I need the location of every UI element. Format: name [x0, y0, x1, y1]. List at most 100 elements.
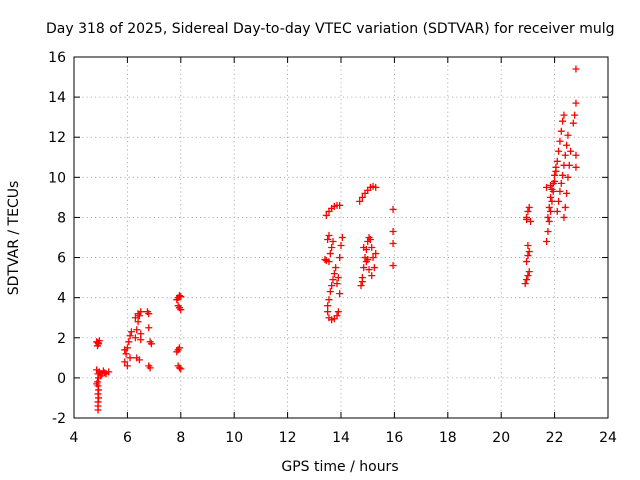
data-point — [547, 181, 555, 189]
x-tick-label: 18 — [439, 430, 457, 446]
data-point — [137, 336, 145, 344]
x-tick-label: 6 — [123, 430, 132, 446]
data-point — [177, 293, 185, 301]
y-tick-label: 6 — [57, 251, 66, 267]
data-point — [134, 310, 142, 318]
data-point — [555, 147, 563, 155]
y-tick-label: 14 — [48, 90, 66, 106]
data-point — [572, 99, 580, 107]
data-point — [328, 244, 336, 252]
data-point — [95, 337, 103, 345]
data-point — [325, 258, 333, 266]
data-point — [177, 306, 185, 314]
data-point — [334, 308, 342, 316]
data-point — [543, 183, 551, 191]
x-tick-label: 4 — [70, 430, 79, 446]
data-point — [564, 131, 572, 139]
data-point — [564, 173, 572, 181]
data-point — [329, 276, 337, 284]
data-point — [559, 171, 567, 179]
data-point — [547, 193, 555, 201]
y-tick-label: 16 — [48, 50, 66, 66]
data-point — [137, 330, 145, 338]
data-point — [572, 163, 580, 171]
data-point — [560, 213, 568, 221]
data-point — [326, 288, 334, 296]
data-point — [358, 278, 366, 286]
x-axis-title: GPS time / hours — [281, 459, 398, 475]
data-point — [333, 312, 341, 320]
data-point — [336, 290, 344, 298]
data-point — [332, 264, 340, 272]
data-point — [548, 197, 556, 205]
data-point — [360, 264, 368, 272]
data-point — [557, 179, 565, 187]
data-point — [93, 380, 101, 388]
data-point — [131, 334, 139, 342]
data-point — [556, 187, 564, 195]
data-point — [366, 236, 374, 244]
data-point — [131, 314, 139, 322]
data-point — [175, 364, 183, 372]
data-point — [146, 364, 154, 372]
x-tick-label: 20 — [492, 430, 510, 446]
data-point — [525, 203, 533, 211]
y-tick-label: 0 — [57, 371, 66, 387]
data-point — [553, 207, 561, 215]
data-point — [525, 268, 533, 276]
data-point — [552, 163, 560, 171]
data-point — [324, 302, 332, 310]
data-point — [527, 217, 535, 225]
data-point — [324, 236, 332, 244]
data-point — [544, 213, 552, 221]
data-point — [567, 147, 575, 155]
data-point — [524, 242, 532, 250]
axis-ticks — [73, 56, 609, 419]
data-point — [553, 157, 561, 165]
grid — [74, 57, 608, 418]
data-point — [389, 240, 397, 248]
data-point — [134, 318, 142, 326]
data-point — [524, 272, 532, 280]
data-point — [336, 201, 344, 209]
data-point — [571, 111, 579, 119]
data-point — [368, 272, 376, 280]
x-tick-label: 14 — [332, 430, 350, 446]
data-point — [389, 205, 397, 213]
x-tick-label: 10 — [225, 430, 243, 446]
data-point — [326, 250, 334, 258]
data-point — [125, 338, 133, 346]
data-point — [559, 117, 567, 125]
data-point — [325, 296, 333, 304]
data-point — [389, 262, 397, 270]
data-point — [543, 238, 551, 246]
data-point — [563, 189, 571, 197]
data-point — [548, 185, 556, 193]
data-point — [572, 151, 580, 159]
chart-title: Day 318 of 2025, Sidereal Day-to-day VTE… — [46, 21, 615, 37]
data-point — [544, 227, 552, 235]
data-point — [133, 326, 141, 334]
data-point — [145, 324, 153, 332]
data-point — [560, 111, 568, 119]
y-tick-label: 2 — [57, 331, 66, 347]
y-tick-label: 10 — [48, 170, 66, 186]
data-point — [330, 270, 338, 278]
data-point — [356, 197, 364, 205]
data-point — [555, 197, 563, 205]
data-point — [565, 161, 573, 169]
y-tick-label: 12 — [48, 130, 66, 146]
data-point — [175, 344, 183, 352]
data-point — [101, 369, 109, 377]
data-point — [521, 280, 529, 288]
data-point — [338, 234, 346, 241]
x-tick-label: 16 — [385, 430, 403, 446]
x-tick-label: 8 — [176, 430, 185, 446]
data-point — [145, 310, 153, 318]
data-point — [360, 244, 368, 252]
data-point — [325, 231, 333, 239]
y-tick-label: 8 — [57, 210, 66, 226]
y-tick-label: -2 — [52, 411, 66, 427]
data-point — [364, 256, 372, 264]
